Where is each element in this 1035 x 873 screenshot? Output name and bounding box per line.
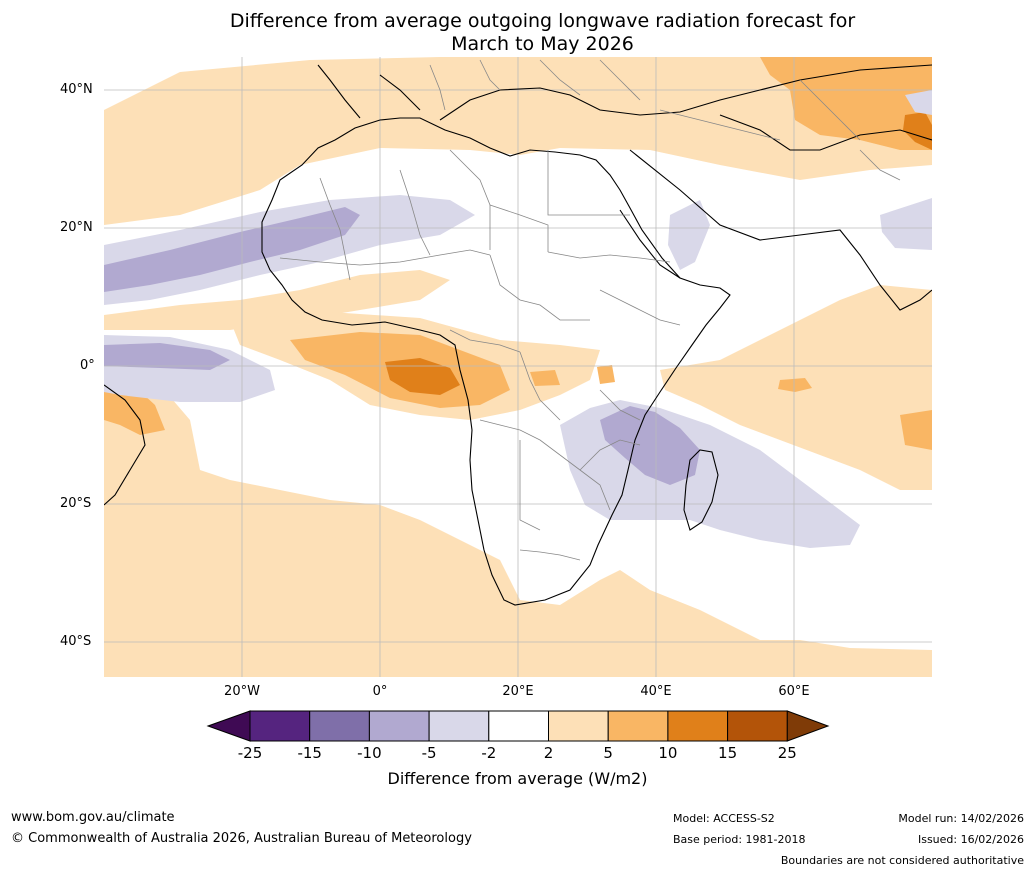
colorbar-tick: 10 <box>658 744 678 762</box>
colorbar-segment-6 <box>548 710 609 742</box>
lon-label-40e: 40°E <box>640 684 672 699</box>
colorbar-tick: -2 <box>481 744 497 762</box>
lat-label-40s: 40°S <box>60 634 92 649</box>
colorbar-under-triangle <box>206 710 251 742</box>
title-line-2: March to May 2026 <box>451 33 634 55</box>
lon-label-0: 0° <box>372 684 388 699</box>
lon-label-20w: 20°W <box>224 684 260 699</box>
website-link[interactable]: www.bom.gov.au/climate <box>11 810 175 825</box>
colorbar-over-triangle <box>786 710 830 742</box>
colorbar-tick: -15 <box>297 744 322 762</box>
model-text: Model: ACCESS-S2 <box>673 812 775 825</box>
colorbar-segment-1 <box>249 710 311 742</box>
lat-label-equator: 0° <box>80 358 95 373</box>
graticule <box>104 57 932 677</box>
issued-text: Issued: 16/02/2026 <box>917 833 1024 846</box>
lat-label-20n: 20°N <box>60 220 93 235</box>
colorbar-segment-9 <box>727 710 788 742</box>
anomaly-10-to-15-regions <box>385 112 932 395</box>
lat-label-20s: 20°S <box>60 496 92 511</box>
colorbar-label: Difference from average (W/m2) <box>387 769 648 788</box>
country-borders <box>279 59 901 561</box>
map-plot-area <box>104 57 932 677</box>
colorbar-tick: -10 <box>357 744 382 762</box>
lat-label-40n: 40°N <box>60 82 93 97</box>
colorbar <box>206 710 830 742</box>
base-period-text: Base period: 1981-2018 <box>673 833 806 846</box>
colorbar-segment-8 <box>667 710 729 742</box>
lon-label-20e: 20°E <box>502 684 534 699</box>
colorbar-tick: 5 <box>603 744 613 762</box>
colorbar-tick: -25 <box>237 744 263 762</box>
map-title: Difference from average outgoing longwav… <box>150 10 935 56</box>
colorbar-segment-2 <box>309 710 370 742</box>
colorbar-tick: 15 <box>718 744 738 762</box>
model-run-text: Model run: 14/02/2026 <box>898 812 1024 825</box>
colorbar-tick: 2 <box>543 744 554 762</box>
title-line-1: Difference from average outgoing longwav… <box>229 10 856 32</box>
lon-label-60e: 60°E <box>778 684 810 699</box>
colorbar-tick: -5 <box>421 744 437 762</box>
colorbar-segment-4 <box>428 710 490 742</box>
colorbar-tick: 25 <box>777 744 797 762</box>
disclaimer-text: Boundaries are not considered authoritat… <box>780 854 1024 867</box>
colorbar-segment-3 <box>368 710 430 742</box>
colorbar-segment-7 <box>607 710 669 742</box>
copyright-text: © Commonwealth of Australia 2026, Austra… <box>11 831 472 846</box>
colorbar-segment-5 <box>488 710 549 742</box>
